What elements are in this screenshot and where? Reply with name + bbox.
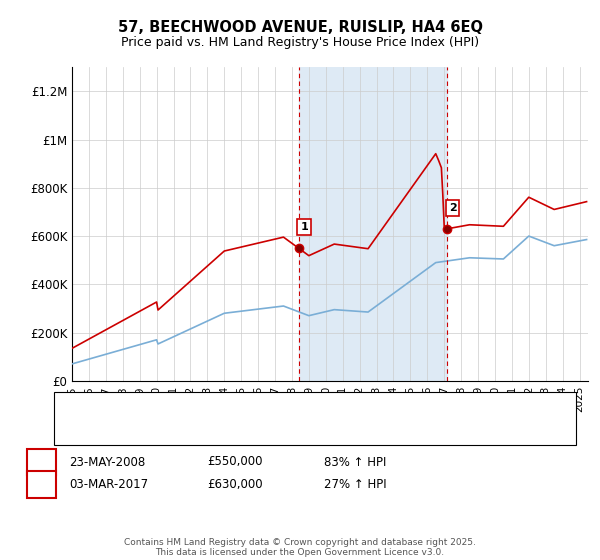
- Text: £630,000: £630,000: [207, 478, 263, 491]
- Text: 2: 2: [449, 203, 457, 213]
- Text: 23-MAY-2008: 23-MAY-2008: [69, 455, 145, 469]
- Text: Contains HM Land Registry data © Crown copyright and database right 2025.
This d: Contains HM Land Registry data © Crown c…: [124, 538, 476, 557]
- Text: 27% ↑ HPI: 27% ↑ HPI: [324, 478, 386, 491]
- Text: HPI: Average price, semi-detached house, Hillingdon: HPI: Average price, semi-detached house,…: [102, 424, 376, 433]
- Text: 57, BEECHWOOD AVENUE, RUISLIP, HA4 6EQ (semi-detached house): 57, BEECHWOOD AVENUE, RUISLIP, HA4 6EQ (…: [102, 406, 459, 416]
- Text: 57, BEECHWOOD AVENUE, RUISLIP, HA4 6EQ: 57, BEECHWOOD AVENUE, RUISLIP, HA4 6EQ: [118, 20, 482, 35]
- Text: Price paid vs. HM Land Registry's House Price Index (HPI): Price paid vs. HM Land Registry's House …: [121, 36, 479, 49]
- Text: 83% ↑ HPI: 83% ↑ HPI: [324, 455, 386, 469]
- Text: 03-MAR-2017: 03-MAR-2017: [69, 478, 148, 491]
- Bar: [299, 67, 447, 381]
- Text: 1: 1: [37, 455, 46, 469]
- Text: 2: 2: [37, 478, 46, 491]
- Text: £550,000: £550,000: [207, 455, 263, 469]
- Text: 1: 1: [300, 222, 308, 232]
